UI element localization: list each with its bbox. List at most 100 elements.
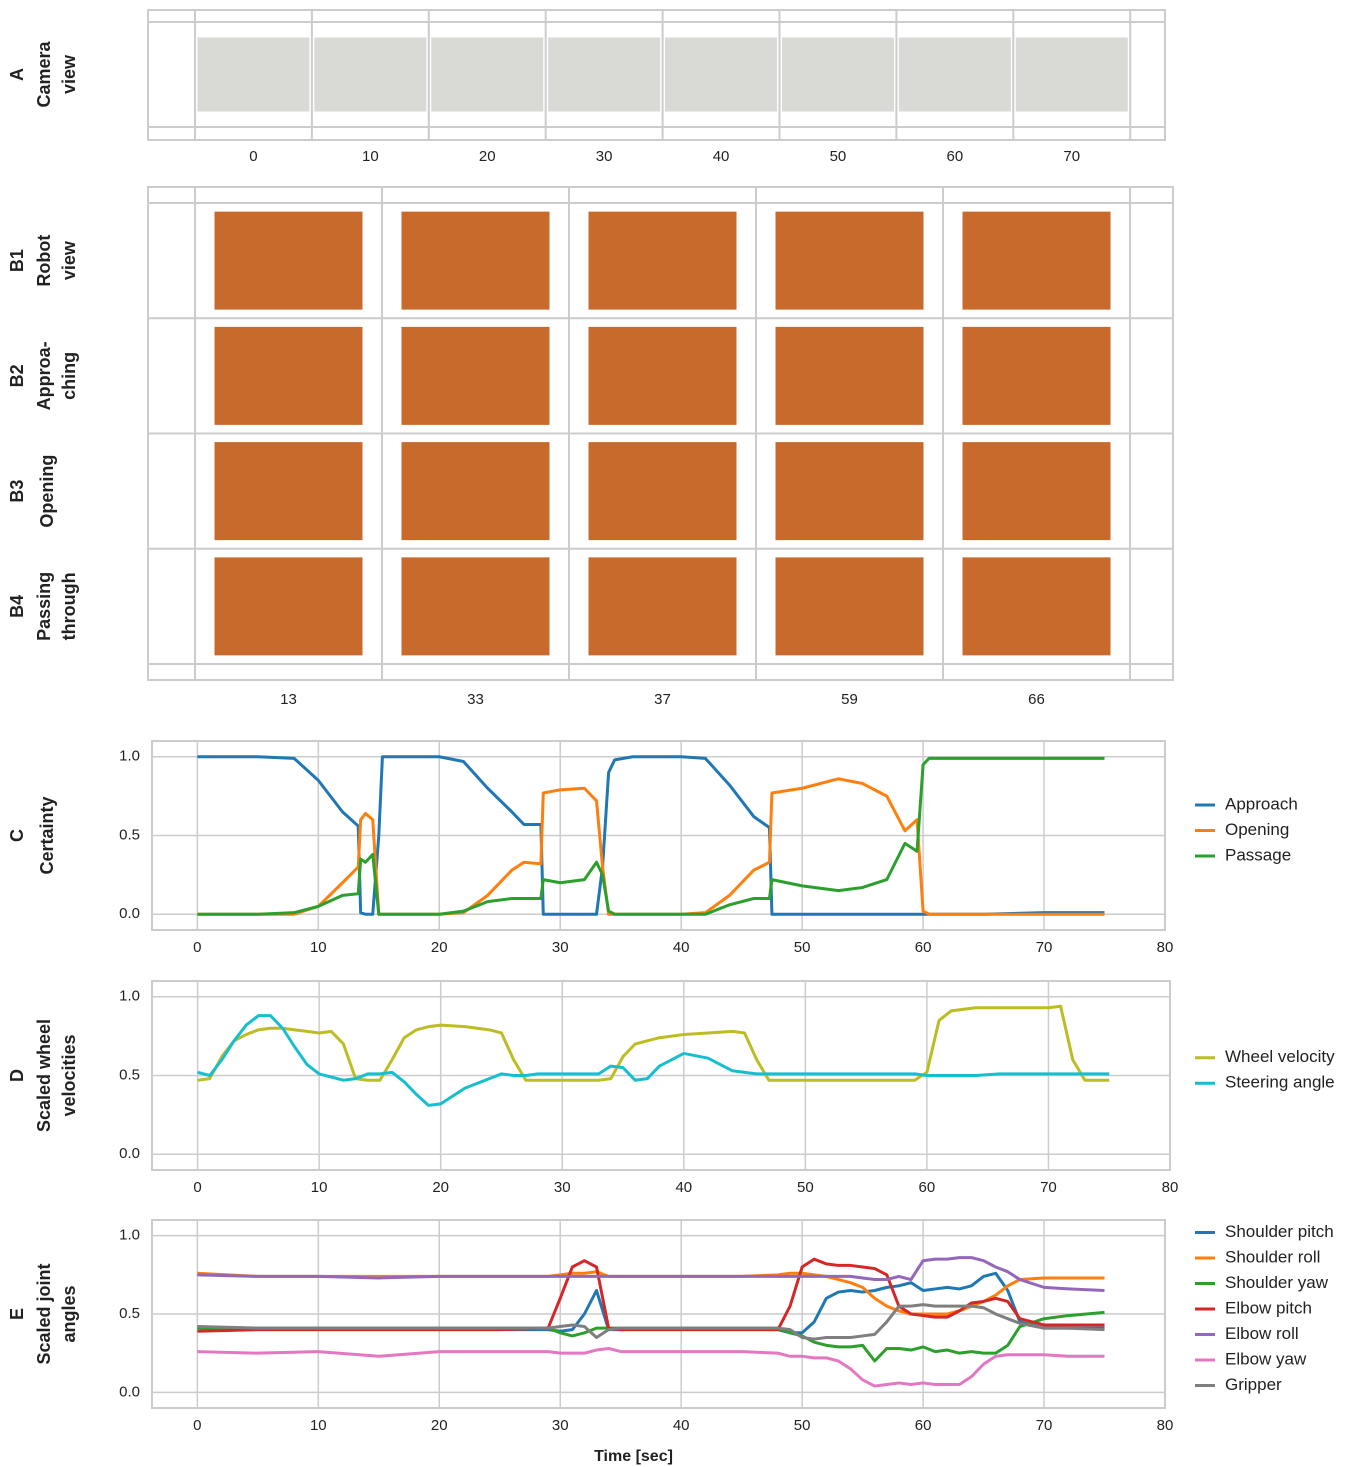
panel-title: Approa- [34,341,54,410]
x-tick-label: 0 [193,1417,201,1434]
panel-letter: B3 [7,480,27,503]
x-tick-label: 70 [1040,1179,1057,1196]
y-tick-label: 0.0 [119,905,140,922]
image [589,557,737,655]
legend-label: Approach [1225,794,1298,813]
x-tick-label: 10 [310,939,327,956]
x-tick-label: 40 [713,148,730,165]
panel-title: view [59,240,79,280]
x-tick-label: 20 [431,939,448,956]
legend-label: Passage [1225,845,1291,864]
y-tick-label: 0.0 [119,1145,140,1162]
image [963,212,1111,310]
panel-title: Opening [37,455,57,528]
panel-title: ching [59,352,79,400]
image [963,442,1111,540]
x-tick-label: 0 [249,148,257,165]
panel-title: through [59,572,79,640]
x-tick-label: 50 [830,148,847,165]
legend-label: Shoulder yaw [1225,1273,1329,1292]
panel-title: angles [59,1285,79,1342]
panel-title: view [59,54,79,94]
x-tick-label: 59 [841,691,858,708]
series-line [198,1006,1110,1080]
y-tick-label: 0.5 [119,1305,140,1322]
x-tick-label: 10 [362,148,379,165]
series-line [197,1348,1104,1386]
panel-title: Passing [34,572,54,641]
x-tick-label: 60 [915,939,932,956]
series-line [198,1016,1110,1106]
series-line [197,1305,1104,1339]
image [402,442,550,540]
panel-title: Certainty [37,796,57,874]
legend-label: Opening [1225,820,1289,839]
image [776,442,924,540]
y-tick-label: 1.0 [119,748,140,765]
image [314,38,426,112]
panel-title: Scaled joint [34,1263,54,1364]
panel-letter: B2 [7,364,27,387]
legend-label: Elbow roll [1225,1324,1299,1343]
x-tick-label: 10 [310,1417,327,1434]
x-tick-label: 66 [1028,691,1045,708]
x-tick-label: 10 [311,1179,328,1196]
y-tick-label: 0.5 [119,826,140,843]
x-tick-label: 0 [193,939,201,956]
x-tick-label: 70 [1063,148,1080,165]
y-tick-label: 0.5 [119,1066,140,1083]
panel-letter: E [7,1308,27,1320]
figure: ACameraview010203040506070B1RobotviewB2A… [0,0,1351,1467]
legend-label: Steering angle [1225,1073,1335,1092]
image [431,38,543,112]
image [776,557,924,655]
panel-title: velocities [59,1034,79,1116]
image [402,212,550,310]
x-tick-label: 30 [552,1417,569,1434]
y-tick-label: 1.0 [119,988,140,1005]
x-tick-label: 80 [1162,1179,1179,1196]
panel-letter: A [7,68,27,81]
page: ACameraview010203040506070B1RobotviewB2A… [0,0,1351,1467]
x-tick-label: 50 [794,1417,811,1434]
y-tick-label: 1.0 [119,1227,140,1244]
x-tick-label: 30 [552,939,569,956]
image [963,557,1111,655]
x-tick-label: 50 [794,939,811,956]
x-tick-label: 33 [467,691,484,708]
x-tick-label: 30 [596,148,613,165]
panel-letter: B1 [7,249,27,272]
image [215,557,363,655]
y-tick-label: 0.0 [119,1383,140,1400]
x-tick-label: 0 [193,1179,201,1196]
x-tick-label: 70 [1036,939,1053,956]
x-tick-label: 60 [947,148,964,165]
panel-letter: C [7,829,27,842]
x-axis-label: Time [sec] [594,1448,673,1465]
image [548,38,660,112]
x-tick-label: 80 [1157,1417,1174,1434]
legend-label: Shoulder pitch [1225,1222,1334,1241]
x-tick-label: 60 [915,1417,932,1434]
legend-label: Shoulder roll [1225,1247,1320,1266]
x-tick-label: 80 [1157,939,1174,956]
legend-label: Gripper [1225,1375,1282,1394]
image [589,212,737,310]
x-tick-label: 37 [654,691,671,708]
image [589,327,737,425]
legend-label: Elbow yaw [1225,1349,1307,1368]
image [402,557,550,655]
image [1016,38,1128,112]
image [963,327,1111,425]
image [215,442,363,540]
image [776,212,924,310]
image [782,38,894,112]
image [589,442,737,540]
series-line [197,1259,1104,1331]
image [665,38,777,112]
panel-title: Camera [34,40,54,107]
panel-title: Scaled wheel [34,1019,54,1132]
panel-title: Robot [34,235,54,287]
image [215,327,363,425]
x-tick-label: 40 [675,1179,692,1196]
